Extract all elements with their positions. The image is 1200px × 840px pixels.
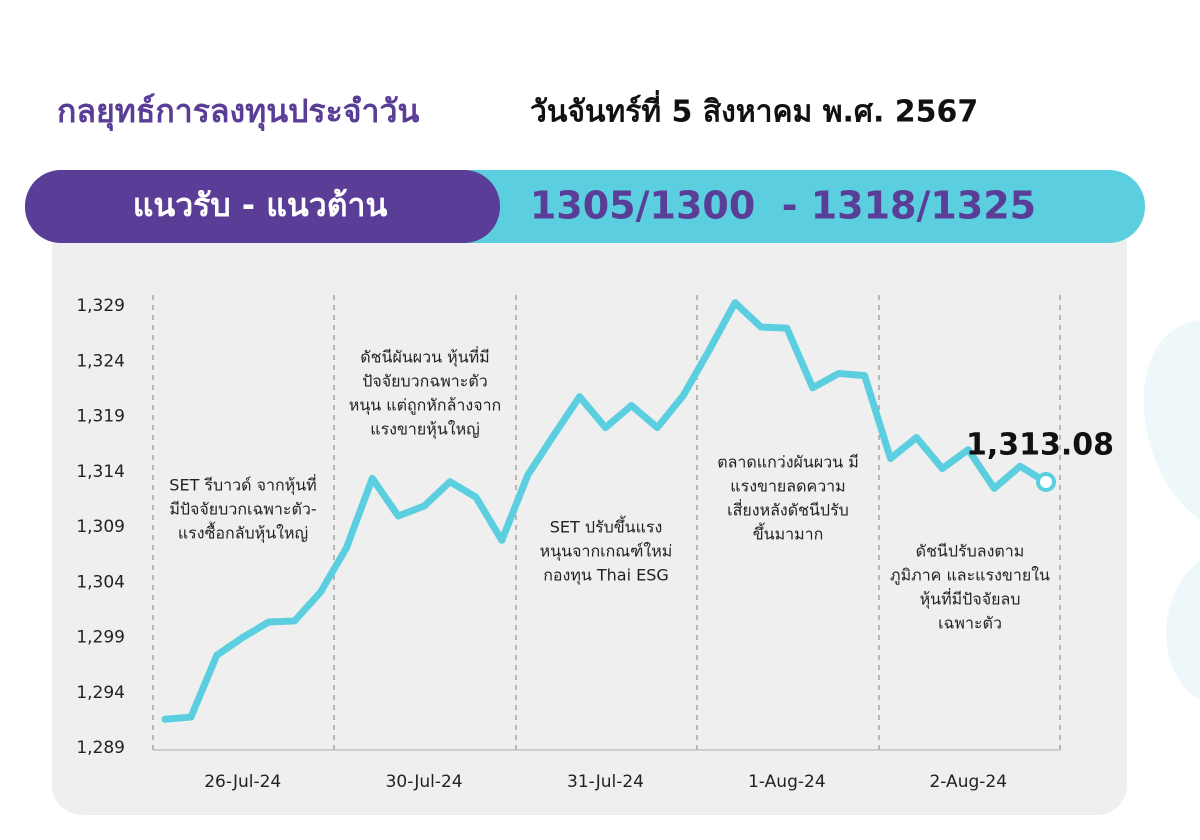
annotation: SET รีบาวด์ จากหุ้นที่ — [169, 474, 316, 496]
value-label: 1,313.08 — [966, 427, 1114, 462]
annotation: หนุน แต่ถูกหักล้างจาก — [349, 396, 501, 416]
y-tick-label: 1,294 — [76, 683, 125, 703]
annotation: แรงขายลดความ — [730, 477, 845, 496]
annotation: หนุนจากเกณฑ์ใหม่ — [540, 542, 673, 562]
y-tick-label: 1,299 — [76, 628, 125, 648]
y-tick-label: 1,289 — [76, 738, 125, 758]
x-tick-label: 1-Aug-24 — [748, 772, 826, 792]
annotation: ดัชนีผันผวน หุ้นที่มี — [360, 346, 489, 368]
y-tick-label: 1,329 — [76, 296, 125, 316]
annotation: แรงขายหุ้นใหญ่ — [370, 420, 480, 440]
y-tick-label: 1,314 — [76, 462, 125, 482]
annotation: SET ปรับขึ้นแรง — [550, 516, 663, 537]
y-tick-label: 1,324 — [76, 351, 125, 371]
banner-value: 1305/1300 - 1318/1325 — [530, 184, 1036, 228]
end-point — [1036, 471, 1056, 492]
annotation: เสี่ยงหลังดัชนีปรับ — [727, 499, 849, 520]
annotation: แรงซื้อกลับหุ้นใหญ่ — [178, 522, 308, 544]
decor-blob — [1143, 320, 1200, 520]
x-tick-label: 2-Aug-24 — [929, 772, 1007, 792]
y-tick-label: 1,304 — [76, 572, 125, 592]
annotation: ดัชนีปรับลงตาม — [916, 542, 1025, 561]
annotation: เฉพาะตัว — [938, 614, 1002, 633]
banner-label-bg — [25, 170, 500, 243]
annotation: มีปัจจัยบวกเฉพาะตัว- — [169, 500, 316, 519]
annotation: ขึ้นมามาก — [753, 523, 824, 544]
annotation: ตลาดแกว่งผันผวน มี — [717, 453, 859, 472]
banner-label: แนวรับ - แนวต้าน — [133, 186, 388, 224]
y-tick-label: 1,309 — [76, 517, 125, 537]
decor-blob — [1166, 560, 1200, 700]
x-tick-label: 30-Jul-24 — [386, 772, 463, 792]
page-date: วันจันทร์ที่ 5 สิงหาคม พ.ศ. 2567 — [530, 90, 978, 130]
annotation: ปัจจัยบวกฉพาะตัว — [362, 372, 488, 391]
chart-panel — [52, 215, 1127, 815]
annotation: ภูมิภาค และแรงขายใน — [890, 566, 1050, 586]
line — [161, 299, 1050, 723]
y-tick-label: 1,319 — [76, 407, 125, 427]
x-tick-label: 26-Jul-24 — [204, 772, 281, 792]
page-title: กลยุทธ์การลงทุนประจำวัน — [57, 92, 419, 132]
annotation: หุ้นที่มีปัจจัยลบ — [920, 588, 1021, 610]
x-tick-label: 31-Jul-24 — [567, 772, 644, 792]
annotation: กองทุน Thai ESG — [543, 566, 669, 586]
